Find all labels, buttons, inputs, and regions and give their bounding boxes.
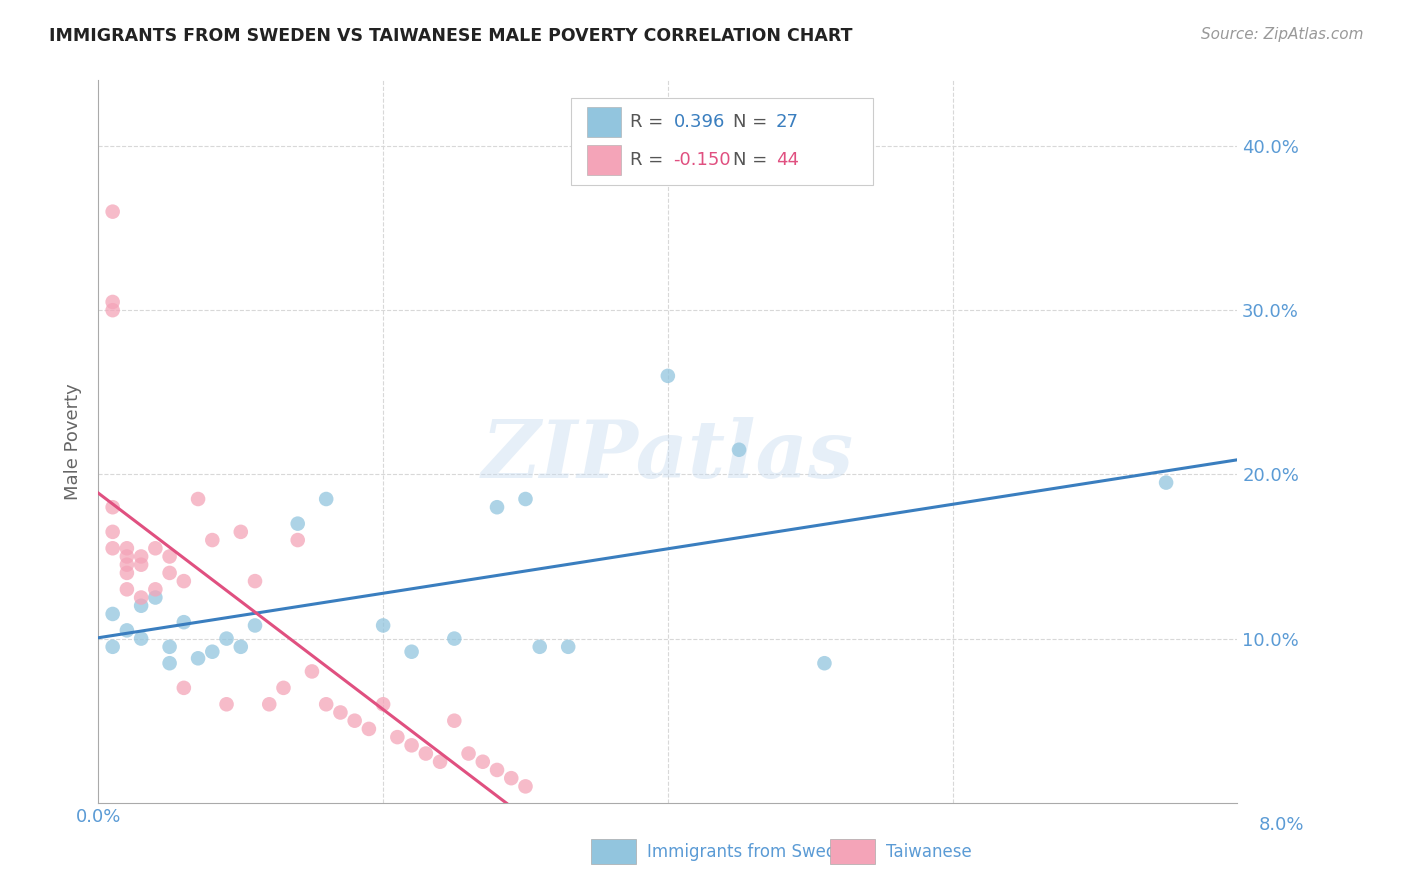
Point (243, 574, 266, 588)
Point (457, 747, 479, 761)
Text: R =: R = (630, 151, 669, 169)
Point (115, 566, 138, 580)
Point (101, 204, 124, 219)
Point (229, 524, 252, 539)
Point (273, 681, 295, 695)
Point (315, 698, 337, 712)
Point (115, 549, 138, 564)
Point (657, 368, 679, 383)
Point (259, 698, 281, 712)
FancyBboxPatch shape (571, 98, 873, 185)
Point (129, 558, 152, 572)
Text: N =: N = (733, 151, 773, 169)
Point (101, 303, 124, 318)
Text: Immigrants from Sweden: Immigrants from Sweden (647, 843, 856, 861)
Point (287, 533, 309, 547)
Point (486, 763, 509, 777)
Point (187, 651, 209, 665)
Point (486, 500, 509, 515)
Point (145, 541, 167, 556)
Point (101, 607, 124, 621)
Point (443, 714, 465, 728)
Point (129, 599, 152, 613)
Point (401, 645, 423, 659)
Point (101, 500, 124, 515)
Point (215, 698, 238, 712)
Text: 0.396: 0.396 (673, 113, 725, 131)
Point (159, 640, 181, 654)
Point (115, 541, 138, 556)
Point (443, 632, 465, 646)
Point (813, 657, 835, 671)
Point (145, 582, 167, 597)
Point (301, 665, 323, 679)
Point (515, 780, 537, 794)
Point (343, 714, 366, 728)
Text: R =: R = (630, 113, 669, 131)
Point (371, 618, 394, 632)
Point (471, 755, 494, 769)
Text: -0.150: -0.150 (673, 151, 731, 169)
Point (1154, 475, 1177, 490)
Point (429, 755, 451, 769)
Point (415, 747, 437, 761)
Point (159, 657, 181, 671)
Point (501, 771, 523, 785)
Point (557, 640, 579, 654)
Point (329, 706, 352, 720)
Point (101, 541, 124, 556)
Point (129, 591, 152, 605)
Point (243, 618, 266, 632)
Point (201, 533, 224, 547)
Point (101, 640, 124, 654)
Point (173, 615, 195, 630)
Y-axis label: Male Poverty: Male Poverty (65, 384, 83, 500)
Point (387, 730, 409, 744)
Point (401, 739, 423, 753)
Point (129, 549, 152, 564)
Text: N =: N = (733, 113, 773, 131)
Point (159, 566, 181, 580)
Point (101, 524, 124, 539)
Point (315, 491, 337, 506)
Point (215, 632, 238, 646)
Text: 44: 44 (776, 151, 799, 169)
Point (728, 442, 751, 457)
Text: Source: ZipAtlas.com: Source: ZipAtlas.com (1201, 27, 1364, 42)
Point (287, 516, 309, 531)
Point (173, 574, 195, 588)
FancyBboxPatch shape (586, 107, 621, 137)
Text: IMMIGRANTS FROM SWEDEN VS TAIWANESE MALE POVERTY CORRELATION CHART: IMMIGRANTS FROM SWEDEN VS TAIWANESE MALE… (49, 27, 852, 45)
Point (115, 624, 138, 638)
Text: 27: 27 (776, 113, 799, 131)
Point (173, 681, 195, 695)
Point (187, 491, 209, 506)
Text: Taiwanese: Taiwanese (886, 843, 972, 861)
Text: 8.0%: 8.0% (1258, 816, 1303, 834)
Point (201, 645, 224, 659)
Point (357, 722, 380, 736)
Point (229, 640, 252, 654)
Point (371, 698, 394, 712)
Point (115, 582, 138, 597)
Point (159, 549, 181, 564)
Point (529, 640, 551, 654)
Text: ZIPatlas: ZIPatlas (482, 417, 853, 495)
Point (101, 295, 124, 310)
Point (115, 558, 138, 572)
FancyBboxPatch shape (586, 145, 621, 175)
Point (129, 632, 152, 646)
Point (515, 491, 537, 506)
Point (145, 591, 167, 605)
